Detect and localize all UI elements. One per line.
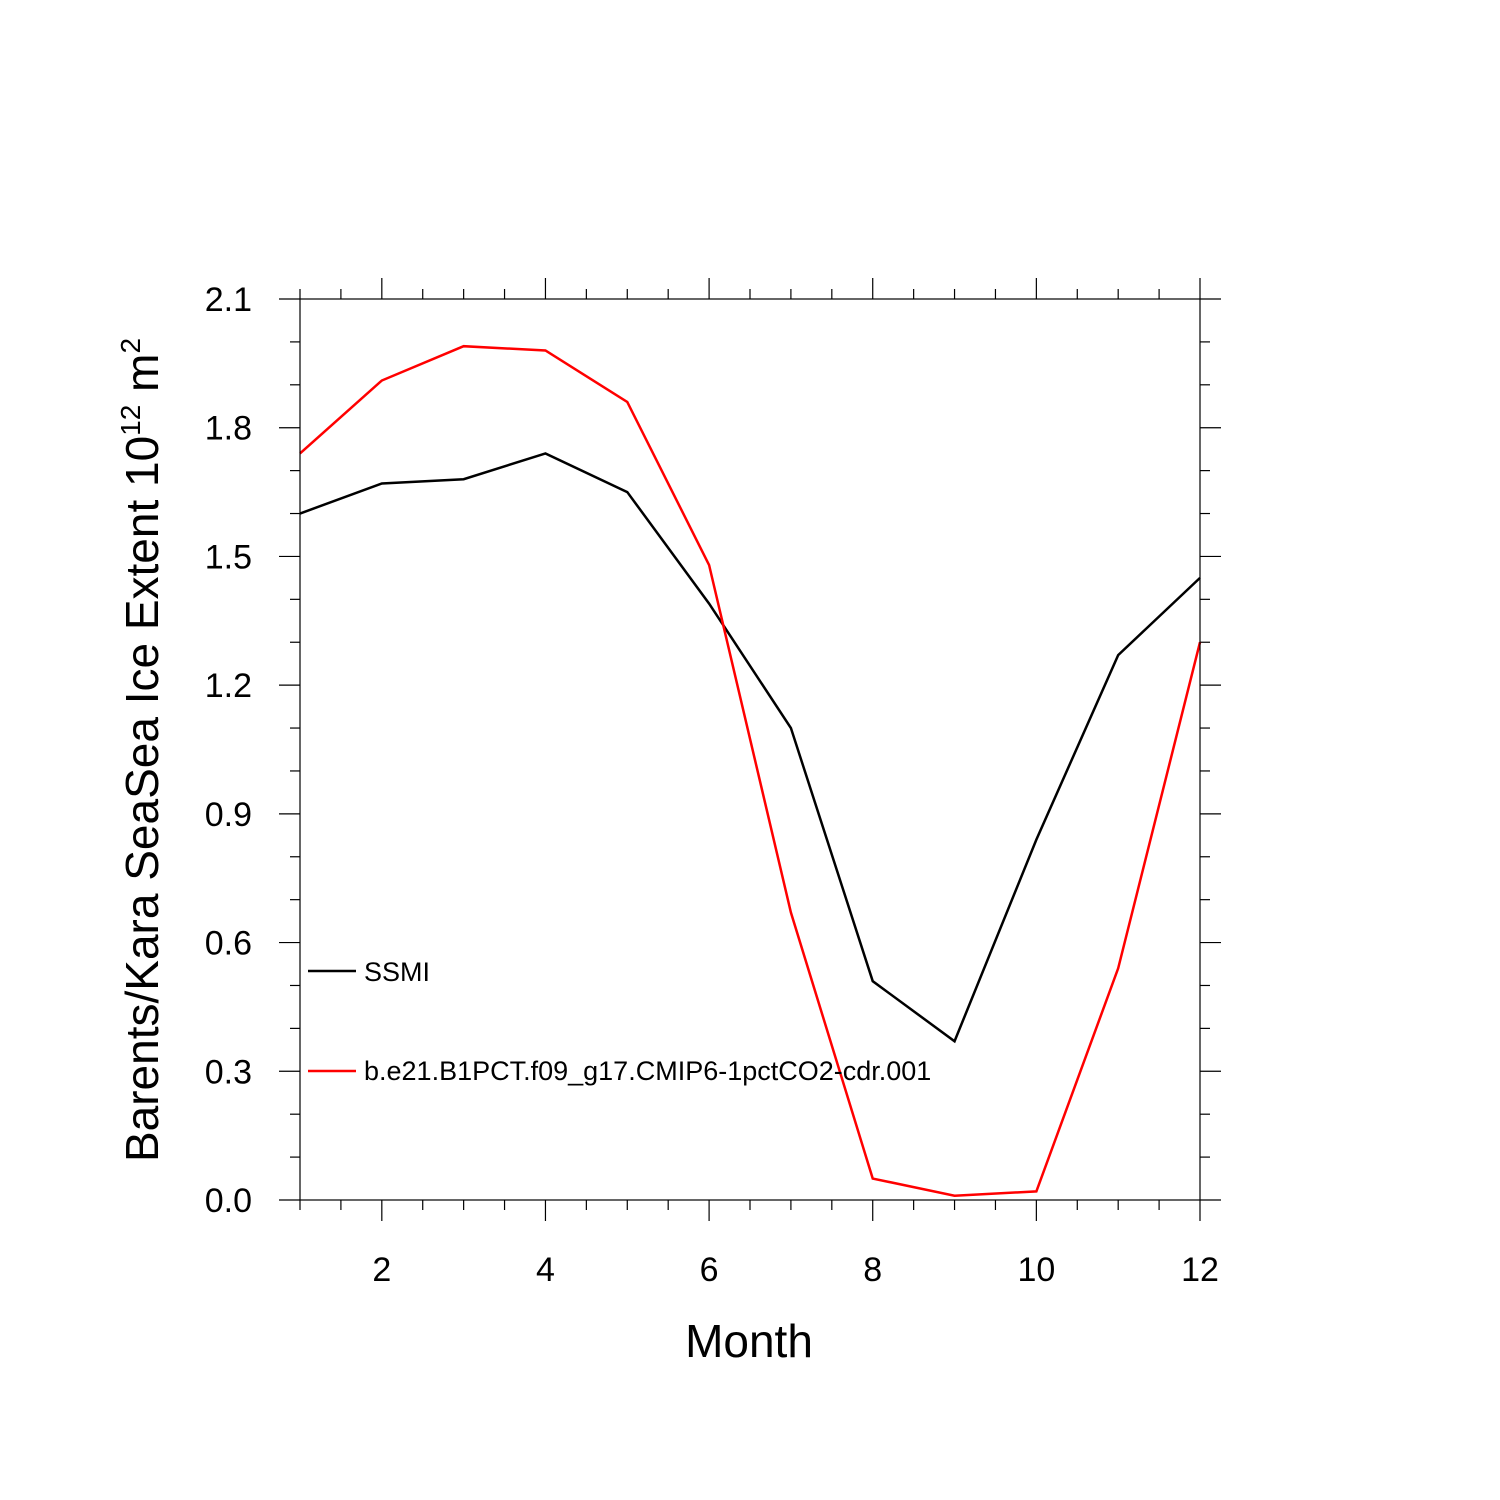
series-lines	[299, 344, 1202, 1197]
y-tick-label: 1.2	[205, 667, 252, 705]
y-tick-label: 2.1	[205, 281, 252, 319]
series-line-1	[299, 344, 1202, 1197]
tick-marks	[279, 278, 1221, 1221]
y-tick-label: 1.5	[205, 538, 252, 576]
y-axis-title-unit: m	[116, 354, 168, 405]
series-line-0	[299, 452, 1201, 1044]
y-axis-title-main: Barents/Kara SeaSea Ice Extent 10	[116, 436, 168, 1162]
plot-frame	[299, 298, 1201, 1201]
y-axis-title-unit-exponent: 2	[115, 338, 146, 354]
x-axis-title: Month	[685, 1315, 813, 1367]
x-tick-label: 8	[863, 1251, 882, 1289]
tick-labels: 2 4 6 8 10 12 0.0 0.3 0.6 0.9 1.2 1.5 1.8 2.1	[205, 281, 1219, 1289]
legend-label-ssmi: SSMI	[364, 957, 430, 987]
y-tick-label: 0.6	[205, 925, 252, 963]
y-axis-title-exponent: 12	[115, 405, 146, 436]
x-tick-label: 6	[700, 1251, 719, 1289]
legend: SSMI b.e21.B1PCT.f09_g17.CMIP6-1pctCO2-c…	[308, 957, 931, 1086]
x-tick-label: 2	[372, 1251, 391, 1289]
legend-label-model: b.e21.B1PCT.f09_g17.CMIP6-1pctCO2-cdr.00…	[364, 1056, 931, 1086]
y-tick-label: 0.0	[205, 1182, 252, 1220]
y-tick-label: 0.9	[205, 796, 252, 834]
x-tick-label: 4	[536, 1251, 555, 1289]
x-tick-label: 10	[1017, 1251, 1055, 1289]
y-axis-title: Barents/Kara SeaSea Ice Extent 1012 m2	[115, 338, 168, 1162]
y-tick-label: 0.3	[205, 1053, 252, 1091]
x-tick-label: 12	[1181, 1251, 1219, 1289]
y-tick-label: 1.8	[205, 410, 252, 448]
